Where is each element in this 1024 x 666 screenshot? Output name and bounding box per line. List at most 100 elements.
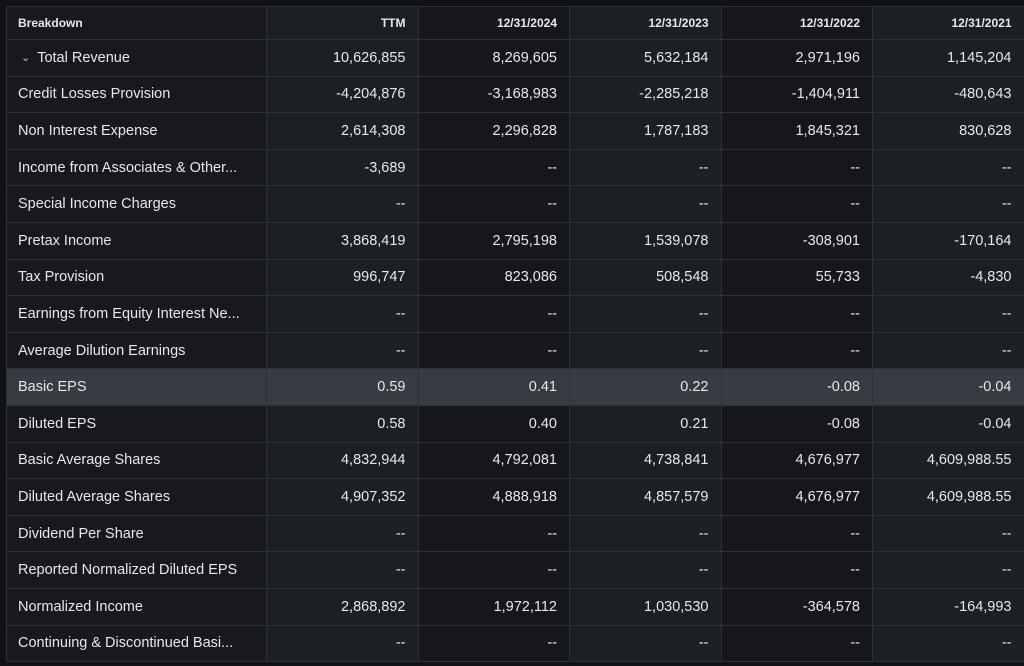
column-header-breakdown[interactable]: Breakdown: [7, 7, 267, 39]
value-cell: 10,626,855: [267, 40, 419, 76]
table-row[interactable]: Non Interest Expense 2,614,308 2,296,828 1,…: [7, 113, 1024, 150]
row-label: Dividend Per Share: [7, 515, 267, 552]
row-label: Basic EPS: [7, 369, 267, 405]
value-cell: 55,733: [721, 259, 873, 296]
row-label: Average Dilution Earnings: [7, 332, 267, 369]
value-cell: 4,792,081: [418, 442, 570, 479]
value-cell: -0.08: [721, 405, 873, 442]
table-row[interactable]: Pretax Income 3,868,419 2,795,198 1,539,078…: [7, 222, 1024, 260]
row-label-text: Continuing & Discontinued Basi...: [18, 635, 234, 652]
value-cell: -0.08: [721, 369, 873, 405]
value-cell: --: [721, 625, 873, 662]
row-label-text: Special Income Charges: [18, 196, 176, 213]
value-cell: 1,972,112: [418, 588, 570, 625]
table-row[interactable]: Credit Losses Provision -4,204,876 -3,168,…: [7, 76, 1024, 114]
row-label: Reported Normalized Diluted EPS: [7, 552, 267, 588]
value-cell: 4,676,977: [721, 479, 873, 515]
table-row[interactable]: Tax Provision 996,747 823,086 508,548 55,733…: [7, 259, 1024, 297]
value-cell: --: [570, 332, 722, 369]
value-cell: 0.40: [418, 405, 570, 442]
value-cell: --: [418, 515, 570, 552]
row-label: Earnings from Equity Interest Ne...: [7, 296, 267, 332]
value-cell: --: [570, 515, 722, 552]
value-cell: 4,609,988.55: [873, 479, 1024, 515]
column-header-2023[interactable]: 12/31/2023: [570, 7, 722, 39]
row-label: Continuing & Discontinued Basi...: [7, 625, 267, 662]
row-label-text: Reported Normalized Diluted EPS: [18, 562, 238, 579]
column-header-ttm[interactable]: TTM: [267, 7, 419, 39]
table-row[interactable]: Basic Average Shares 4,832,944 4,792,081 4,…: [7, 442, 1024, 480]
column-header-2024[interactable]: 12/31/2024: [418, 7, 570, 39]
value-cell: --: [873, 149, 1024, 186]
value-cell: 1,539,078: [570, 222, 722, 259]
value-cell: -480,643: [873, 76, 1024, 113]
column-header-2022[interactable]: 12/31/2022: [721, 7, 873, 39]
value-cell: --: [873, 186, 1024, 222]
row-label-text: Non Interest Expense: [18, 122, 158, 139]
value-cell: -1,404,911: [721, 76, 873, 113]
table-row[interactable]: Income from Associates & Other... -3,689-…: [7, 149, 1024, 187]
value-cell: 4,676,977: [721, 442, 873, 479]
chevron-down-icon[interactable]: ⌄: [21, 52, 31, 65]
row-label: Pretax Income: [7, 222, 267, 259]
row-label-text: Normalized Income: [18, 598, 143, 615]
table-row[interactable]: Reported Normalized Diluted EPS -- -- -- -- -…: [7, 552, 1024, 589]
table-row[interactable]: Diluted EPS 0.58 0.40 0.21 -0.08 -0.04: [7, 405, 1024, 443]
value-cell: -2,285,218: [570, 76, 722, 113]
value-cell: -4,204,876: [267, 76, 419, 113]
value-cell: --: [267, 625, 419, 662]
value-cell: --: [267, 296, 419, 332]
value-cell: -3,168,983: [418, 76, 570, 113]
value-cell: --: [570, 296, 722, 332]
value-cell: --: [267, 552, 419, 588]
value-cell: 830,628: [873, 113, 1024, 149]
value-cell: 4,888,918: [418, 479, 570, 515]
table-row[interactable]: Basic EPS 0.59 0.41 0.22 -0.08 -0.04: [7, 369, 1024, 406]
value-cell: 823,086: [418, 259, 570, 296]
row-label: Normalized Income: [7, 588, 267, 625]
value-cell: -0.04: [873, 369, 1024, 405]
value-cell: -170,164: [873, 222, 1024, 259]
value-cell: --: [267, 186, 419, 222]
table-row[interactable]: Earnings from Equity Interest Ne... -- -- -…: [7, 296, 1024, 333]
value-cell: -3,689: [267, 149, 419, 186]
table-row[interactable]: ⌄ Total Revenue 10,626,855 8,269,605 5,632,1…: [7, 40, 1024, 77]
table-row[interactable]: Dividend Per Share -- -- -- -- --: [7, 515, 1024, 553]
table-header: Breakdown TTM 12/31/2024 12/31/2023 12/3…: [7, 7, 1024, 40]
value-cell: --: [873, 332, 1024, 369]
table-row[interactable]: Average Dilution Earnings -- -- -- -- --: [7, 332, 1024, 370]
value-cell: 4,609,988.55: [873, 442, 1024, 479]
value-cell: --: [570, 186, 722, 222]
row-label-text: Pretax Income: [18, 232, 112, 249]
value-cell: -364,578: [721, 588, 873, 625]
table-row[interactable]: Diluted Average Shares 4,907,352 4,888,918…: [7, 479, 1024, 516]
row-label-text: Earnings from Equity Interest Ne...: [18, 305, 240, 322]
row-label-text: Diluted Average Shares: [18, 488, 171, 505]
value-cell: --: [873, 552, 1024, 588]
value-cell: 2,614,308: [267, 113, 419, 149]
value-cell: 2,868,892: [267, 588, 419, 625]
value-cell: --: [721, 332, 873, 369]
value-cell: 508,548: [570, 259, 722, 296]
value-cell: 2,795,198: [418, 222, 570, 259]
row-label: Diluted Average Shares: [7, 479, 267, 515]
column-header-2021[interactable]: 12/31/2021: [873, 7, 1024, 39]
row-label: Basic Average Shares: [7, 442, 267, 479]
value-cell: 0.58: [267, 405, 419, 442]
row-label-text: Tax Provision: [18, 269, 105, 286]
value-cell: --: [267, 515, 419, 552]
value-cell: 1,787,183: [570, 113, 722, 149]
value-cell: 0.22: [570, 369, 722, 405]
income-statement-table: Breakdown TTM 12/31/2024 12/31/2023 12/3…: [6, 6, 1024, 663]
row-label-text: Diluted EPS: [18, 415, 97, 432]
row-label-text: Basic Average Shares: [18, 452, 161, 469]
value-cell: 4,857,579: [570, 479, 722, 515]
row-label[interactable]: ⌄ Total Revenue: [7, 40, 267, 76]
value-cell: 3,868,419: [267, 222, 419, 259]
table-row[interactable]: Continuing & Discontinued Basi... -- -- -- -…: [7, 625, 1024, 663]
value-cell: --: [418, 332, 570, 369]
value-cell: 2,296,828: [418, 113, 570, 149]
value-cell: 1,845,321: [721, 113, 873, 149]
table-row[interactable]: Normalized Income 2,868,892 1,972,112 1,030…: [7, 588, 1024, 626]
table-row[interactable]: Special Income Charges -- -- -- -- --: [7, 186, 1024, 223]
